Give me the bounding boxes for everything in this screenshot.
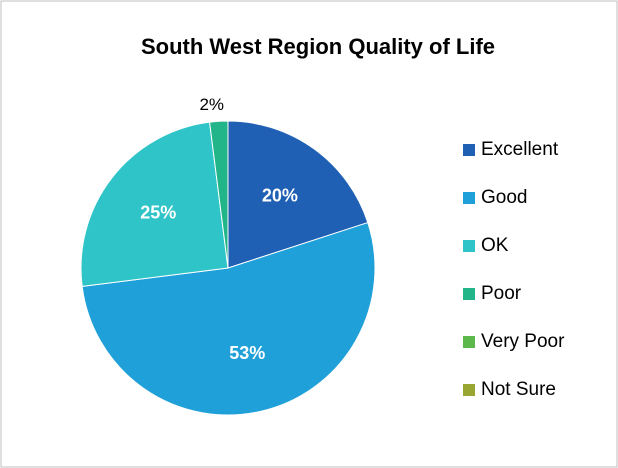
legend-swatch xyxy=(463,144,475,156)
legend-label: Good xyxy=(481,187,527,208)
legend-swatch xyxy=(463,384,475,396)
legend-swatch xyxy=(463,288,475,300)
data-label: 2% xyxy=(199,95,224,114)
legend-label: Not Sure xyxy=(481,379,556,400)
legend-label: Very Poor xyxy=(481,331,565,352)
legend-swatch xyxy=(463,240,475,252)
data-label: 20% xyxy=(262,185,298,205)
pie-slice xyxy=(227,120,369,269)
pie-slice xyxy=(80,121,229,287)
legend-swatch xyxy=(463,192,475,204)
pie-slice xyxy=(81,221,376,416)
data-label: 25% xyxy=(140,203,176,223)
legend-label: Excellent xyxy=(481,139,559,160)
data-label: 53% xyxy=(229,343,265,363)
legend-label: OK xyxy=(481,235,509,256)
legend-label: Poor xyxy=(481,283,522,304)
legend-swatch xyxy=(463,336,475,348)
chart-title: South West Region Quality of Life xyxy=(141,34,495,59)
